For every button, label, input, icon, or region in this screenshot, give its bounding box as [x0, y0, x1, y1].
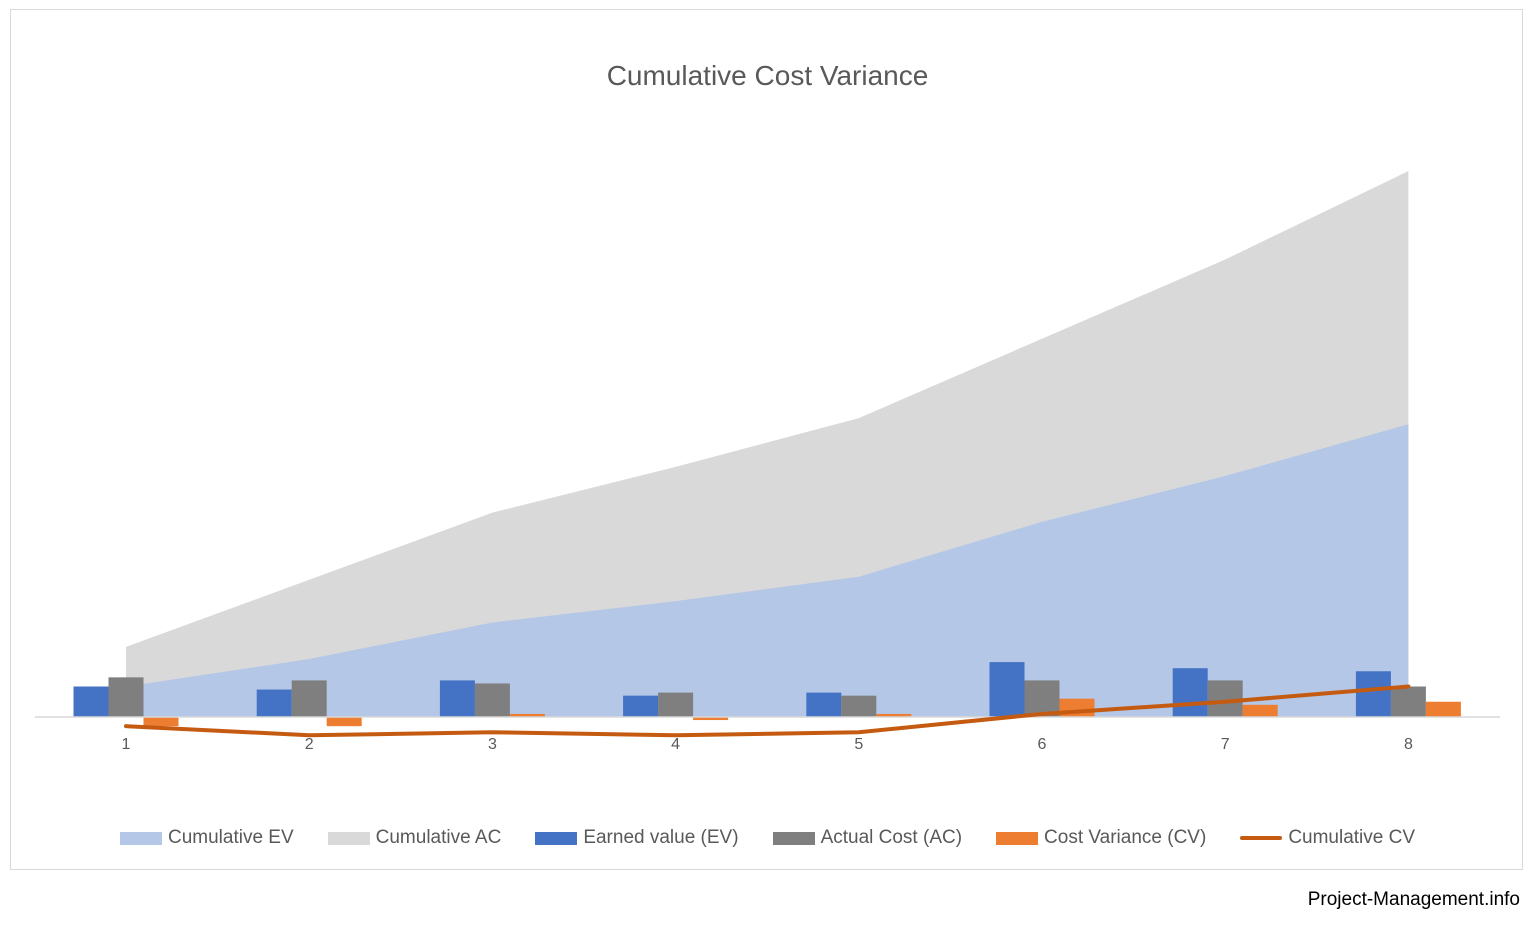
bar-earned-value-ev-6 — [989, 662, 1025, 717]
bar-actual-cost-ac-4 — [658, 692, 694, 717]
legend-label-cumulative-ac: Cumulative AC — [375, 827, 502, 848]
legend-item-cumulative-cv: Cumulative CV — [1240, 827, 1415, 849]
legend-swatch-actual-cost-ac — [772, 831, 815, 845]
bar-earned-value-ev-2 — [256, 689, 292, 717]
legend-swatch-cumulative-ac — [327, 831, 370, 845]
bar-cost-variance-cv-8 — [1425, 701, 1461, 717]
legend-label-cumulative-ev: Cumulative EV — [167, 827, 294, 848]
legend-swatch-cumulative-cv — [1240, 836, 1283, 840]
bar-earned-value-ev-1 — [73, 686, 109, 717]
area-cumulative-ev — [126, 424, 1409, 717]
bar-cost-variance-cv-3 — [509, 713, 545, 717]
watermark-text: Project-Management.info — [1307, 889, 1520, 910]
bar-cost-variance-cv-4 — [693, 717, 729, 721]
bar-actual-cost-ac-1 — [108, 677, 144, 717]
bar-actual-cost-ac-6 — [1024, 680, 1060, 717]
x-tick-label-5: 5 — [854, 736, 863, 753]
bar-actual-cost-ac-5 — [841, 695, 877, 717]
legend-label-actual-cost-ac: Actual Cost (AC) — [820, 827, 963, 848]
x-tick-label-4: 4 — [671, 736, 680, 753]
bar-actual-cost-ac-7 — [1207, 680, 1243, 717]
bar-cost-variance-cv-1 — [143, 717, 179, 727]
bar-cost-variance-cv-2 — [326, 717, 362, 727]
bar-earned-value-ev-8 — [1355, 671, 1391, 717]
x-tick-label-1: 1 — [122, 736, 131, 753]
x-tick-label-8: 8 — [1404, 736, 1413, 753]
bar-earned-value-ev-7 — [1172, 668, 1208, 717]
line-cumulative-cv — [124, 684, 1411, 738]
x-tick-label-7: 7 — [1221, 736, 1230, 753]
legend-label-cumulative-cv: Cumulative CV — [1288, 827, 1416, 848]
legend-item-cost-variance-cv: Cost Variance (CV) — [996, 827, 1206, 849]
bar-earned-value-ev-4 — [623, 695, 659, 717]
legend-item-earned-value-ev: Earned value (EV) — [535, 827, 739, 849]
bar-earned-value-ev-5 — [806, 692, 842, 717]
bar-actual-cost-ac-3 — [474, 683, 510, 717]
legend-swatch-cumulative-ev — [119, 831, 162, 845]
x-tick-label-6: 6 — [1038, 736, 1047, 753]
legend-item-actual-cost-ac: Actual Cost (AC) — [772, 827, 963, 849]
legend-swatch-earned-value-ev — [535, 831, 578, 845]
bar-actual-cost-ac-8 — [1390, 686, 1426, 717]
bar-actual-cost-ac-2 — [291, 680, 327, 717]
bar-cost-variance-cv-7 — [1242, 704, 1278, 717]
bar-cost-variance-cv-5 — [876, 713, 912, 717]
legend-label-earned-value-ev: Earned value (EV) — [583, 827, 739, 848]
chart-title: Cumulative Cost Variance — [606, 60, 929, 91]
x-tick-label-2: 2 — [305, 736, 314, 753]
legend-item-cumulative-ac: Cumulative AC — [327, 827, 502, 849]
legend-label-cost-variance-cv: Cost Variance (CV) — [1044, 827, 1207, 848]
legend-swatch-cost-variance-cv — [996, 831, 1039, 845]
bar-earned-value-ev-3 — [439, 680, 475, 717]
chart-legend: Cumulative EV Cumulative AC Earned value (… — [0, 824, 1535, 852]
legend-item-cumulative-ev: Cumulative EV — [119, 827, 294, 849]
x-tick-label-3: 3 — [488, 736, 497, 753]
